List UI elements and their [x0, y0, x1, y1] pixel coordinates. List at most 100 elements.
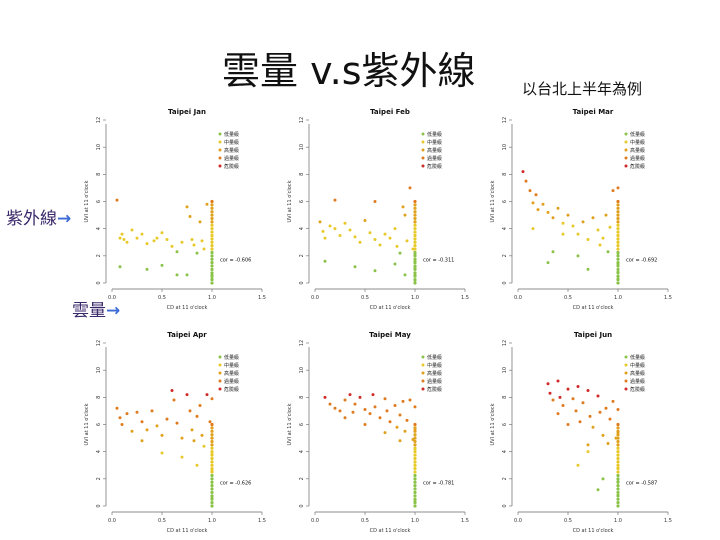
data-point	[413, 450, 417, 454]
data-point	[616, 278, 620, 282]
y-tick-label: 10	[502, 367, 508, 373]
data-point	[353, 402, 357, 406]
data-point	[185, 205, 189, 209]
data-point	[318, 220, 322, 224]
data-point	[348, 228, 352, 232]
y-tick-label: 8	[299, 396, 305, 399]
legend-label: 過量級	[427, 155, 442, 162]
x-tick-label: 1.0	[208, 518, 216, 524]
data-point	[210, 443, 214, 447]
data-point	[413, 210, 417, 214]
data-point	[413, 490, 417, 495]
y-tick-label: 4	[502, 227, 508, 230]
data-point	[140, 420, 144, 424]
legend-marker	[421, 379, 425, 383]
legend-label: 過量級	[630, 155, 645, 162]
data-point	[616, 463, 620, 467]
x-tick-label: 1.5	[461, 518, 469, 524]
x-axis-label: CD at 11 o'clock	[573, 305, 614, 311]
correlation-label: cor = -0.311	[423, 257, 454, 263]
correlation-label: cor = -0.692	[626, 257, 657, 263]
data-point	[353, 235, 357, 239]
data-point	[616, 436, 620, 440]
data-point	[616, 439, 620, 444]
x-tick-label: 0.5	[564, 518, 572, 524]
data-point	[395, 244, 399, 248]
legend-label: 危險級	[427, 163, 442, 170]
data-point	[185, 273, 189, 277]
x-tick-label: 1.0	[411, 518, 419, 524]
data-point	[210, 227, 214, 231]
data-point	[598, 243, 602, 247]
y-axis-label: UVI at 11 o'clock	[84, 403, 90, 445]
data-point	[566, 387, 570, 391]
data-point	[195, 463, 199, 467]
legend-label: 過量級	[427, 378, 442, 385]
data-point	[413, 264, 417, 268]
y-tick-label: 10	[299, 144, 305, 150]
data-point	[328, 402, 332, 406]
data-point	[596, 488, 600, 492]
data-point	[118, 265, 122, 269]
legend-label: 過量級	[224, 155, 239, 162]
data-point	[172, 398, 176, 402]
data-point	[551, 398, 555, 402]
data-point	[353, 265, 357, 269]
data-point	[398, 439, 402, 443]
data-point	[616, 261, 620, 265]
data-point	[210, 220, 214, 224]
data-point	[413, 230, 417, 234]
data-point	[598, 410, 602, 414]
data-point	[413, 467, 417, 471]
correlation-label: cor = -0.587	[626, 480, 657, 486]
data-point	[413, 237, 417, 241]
data-point	[546, 210, 550, 214]
legend-marker	[624, 140, 628, 144]
data-point	[210, 463, 214, 467]
data-point	[576, 232, 580, 236]
legend-marker	[624, 355, 628, 359]
data-point	[616, 213, 620, 217]
data-point	[373, 200, 377, 203]
data-point	[413, 480, 417, 484]
data-point	[210, 237, 214, 241]
data-point	[524, 179, 528, 183]
y-tick-label: 6	[502, 423, 508, 426]
x-tick-label: 1.5	[664, 295, 672, 301]
data-point	[616, 264, 620, 268]
correlation-label: cor = -0.781	[423, 480, 454, 486]
data-point	[202, 444, 206, 448]
data-point	[198, 220, 202, 224]
data-point	[210, 264, 214, 268]
data-point	[616, 504, 620, 508]
legend-label: 過量級	[224, 378, 239, 385]
y-tick-label: 10	[502, 144, 508, 150]
data-point	[371, 393, 375, 397]
legend-marker	[624, 371, 628, 375]
data-point	[210, 250, 214, 255]
data-point	[155, 424, 159, 428]
data-point	[616, 186, 620, 190]
cloud-note-text: 雲量	[72, 301, 106, 321]
legend-marker	[218, 156, 222, 160]
data-point	[413, 487, 417, 491]
data-point	[616, 240, 620, 244]
panel-title: Taipei Feb	[370, 108, 410, 116]
data-point	[210, 240, 214, 244]
x-tick-label: 1.5	[258, 518, 266, 524]
data-point	[210, 247, 214, 251]
data-point	[413, 433, 417, 437]
legend-label: 高量級	[427, 370, 442, 377]
data-point	[328, 224, 332, 228]
data-point	[125, 412, 129, 416]
legend-label: 危險級	[630, 386, 645, 393]
data-point	[616, 244, 620, 248]
x-tick-label: 1.0	[208, 295, 216, 301]
data-point	[160, 451, 164, 455]
y-tick-label: 8	[96, 173, 102, 176]
data-point	[413, 247, 417, 251]
data-point	[368, 412, 372, 416]
x-tick-label: 0.0	[108, 295, 116, 301]
data-point	[338, 233, 342, 237]
y-tick-label: 8	[96, 396, 102, 399]
